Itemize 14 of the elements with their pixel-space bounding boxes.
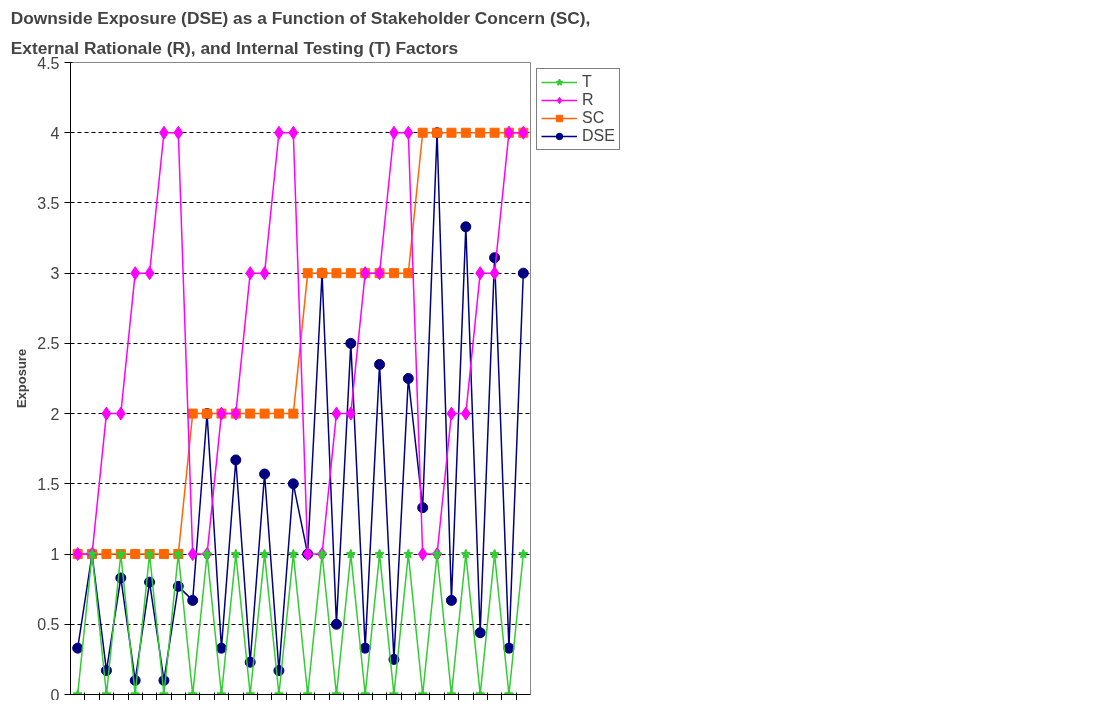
y-tick-label: 2 (50, 405, 60, 423)
legend-label: R (582, 91, 595, 109)
legend-label: SC (582, 109, 605, 127)
y-tick-label: 2.5 (37, 335, 60, 353)
y-tick-label: 4 (50, 124, 60, 142)
legend-label: T (582, 73, 593, 91)
y-tick-label: 1.5 (37, 475, 60, 493)
y-tick-label: 0.5 (37, 616, 60, 634)
y-tick-label: 1 (50, 546, 60, 564)
y-tick-label: 3 (50, 265, 60, 283)
y-tick-label: 0 (50, 686, 60, 704)
y-tick-label: 3.5 (37, 194, 60, 212)
y-axis-title: Exposure (14, 348, 30, 409)
legend-label: DSE (582, 127, 615, 145)
